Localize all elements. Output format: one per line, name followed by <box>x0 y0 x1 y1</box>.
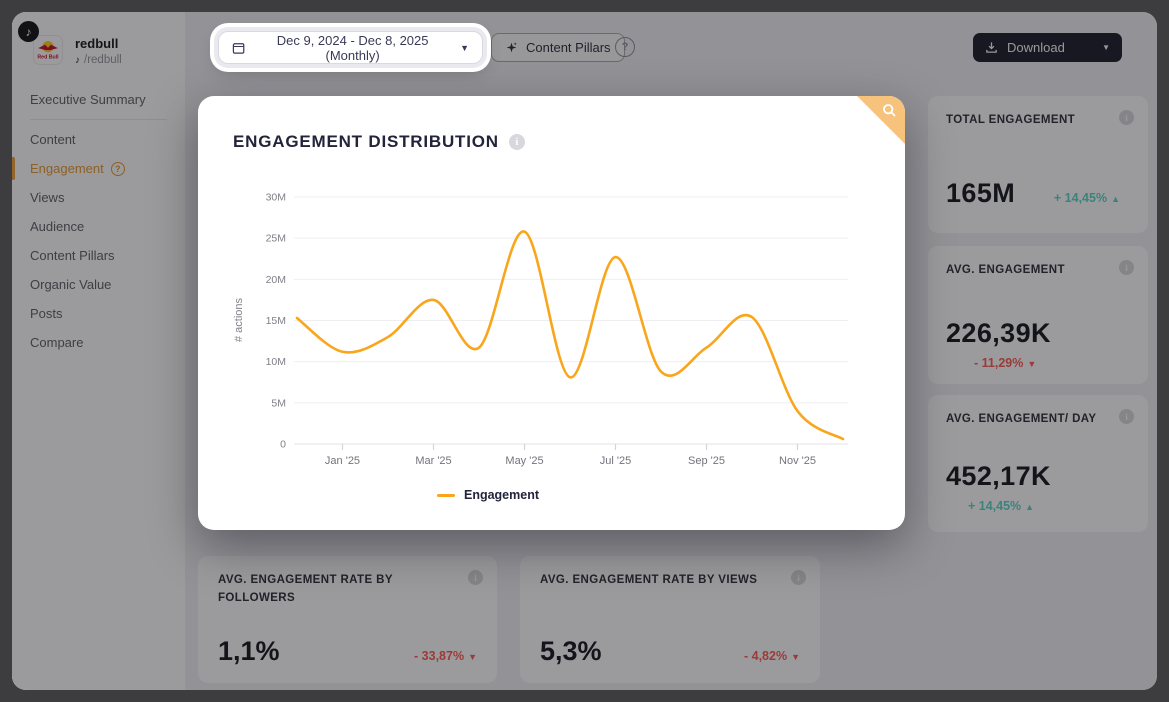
help-icon[interactable]: ? <box>615 37 635 57</box>
x-tick-label: May '25 <box>505 455 543 467</box>
content-pillars-label: Content Pillars <box>526 40 611 55</box>
legend-label: Engagement <box>463 488 539 502</box>
trend-up-icon: ▲ <box>1025 502 1035 512</box>
sidebar-item-audience[interactable]: Audience <box>30 219 85 234</box>
sparkle-icon <box>506 42 517 53</box>
y-tick-label: 20M <box>266 274 286 286</box>
kpi-card-engagement-rate-followers: AVG. ENGAGEMENT RATE BY FOLLOWERS i 1,1%… <box>198 556 497 683</box>
sidebar-item-compare[interactable]: Compare <box>30 335 84 350</box>
kpi-change: + 14,45% ▲ <box>968 499 1035 513</box>
trend-up-icon: ▲ <box>1111 194 1120 204</box>
info-icon[interactable]: i <box>468 570 483 585</box>
tiktok-note-icon: ♪ <box>75 54 80 66</box>
account-handle: /redbull <box>84 54 122 66</box>
kpi-value: 165M <box>946 178 1016 208</box>
chart-legend: Engagement <box>228 488 748 502</box>
redbull-logo: Red Bull <box>37 41 59 60</box>
info-icon[interactable]: i <box>1119 409 1134 424</box>
trend-down-icon: ▼ <box>1027 359 1037 369</box>
sidebar-item-content-pillars[interactable]: Content Pillars <box>30 248 115 263</box>
info-icon[interactable]: i <box>791 570 806 585</box>
account-name: redbull <box>75 36 119 51</box>
kpi-card-avg-engagement: AVG. ENGAGEMENT i 226,39K - 11,29% ▼ <box>928 246 1148 384</box>
download-icon <box>986 42 997 53</box>
calendar-icon <box>232 42 245 54</box>
kpi-value: 226,39K <box>946 318 1051 348</box>
date-range-picker[interactable]: Dec 9, 2024 - Dec 8, 2025 (Monthly) ▼ <box>218 31 483 64</box>
sidebar-item-content[interactable]: Content <box>30 132 76 147</box>
tiktok-badge-icon: ♪ <box>18 21 39 42</box>
main-content: Dec 9, 2024 - Dec 8, 2025 (Monthly) ▼ Co… <box>185 12 1157 690</box>
download-label: Download <box>1007 40 1065 55</box>
chart-info-icon[interactable]: i <box>508 134 525 150</box>
y-tick-label: 25M <box>266 233 286 245</box>
info-icon[interactable]: i <box>1119 110 1134 125</box>
zoom-corner-button[interactable] <box>857 96 905 144</box>
x-tick-label: Jul '25 <box>600 455 631 467</box>
download-chevron-icon[interactable]: ▼ <box>1102 43 1110 52</box>
kpi-card-engagement-rate-views: AVG. ENGAGEMENT RATE BY VIEWS i 5,3% - 4… <box>520 556 820 683</box>
trend-down-icon: ▼ <box>791 652 800 662</box>
sidebar-item-engagement[interactable]: Engagement ? <box>12 154 185 183</box>
sidebar-item-views[interactable]: Views <box>30 190 65 205</box>
x-tick-label: Nov '25 <box>779 455 816 467</box>
trend-down-icon: ▼ <box>468 652 477 662</box>
sidebar-item-organic-value[interactable]: Organic Value <box>30 277 112 292</box>
kpi-change: - 4,82% ▼ <box>743 649 800 663</box>
sidebar-nav: Executive Summary Content Engagement ? V… <box>12 85 185 357</box>
magnifier-icon <box>883 104 896 117</box>
kpi-value: 5,3% <box>540 636 602 666</box>
chevron-down-icon: ▼ <box>460 42 469 53</box>
kpi-card-avg-engagement-day: AVG. ENGAGEMENT/ DAY i 452,17K + 14,45% ▲ <box>928 395 1148 532</box>
x-tick-label: Jan '25 <box>325 455 360 467</box>
engagement-line-chart: 0 5M 10M 15M 20M 25M 30M # actions Jan '25 Mar '2… <box>233 192 848 467</box>
chart-title: ENGAGEMENT DISTRIBUTION <box>233 132 499 151</box>
account-profile: Red Bull ♪ redbull ♪ /redbull <box>12 12 185 66</box>
legend-swatch <box>436 493 455 497</box>
active-indicator <box>12 157 15 180</box>
kpi-card-total-engagement: TOTAL ENGAGEMENT i 165M + 14,45% ▲ <box>928 96 1148 233</box>
engagement-distribution-card: ENGAGEMENT DISTRIBUTION i 0 5M 10M 15M 20M 25… <box>198 96 905 530</box>
kpi-title: AVG. ENGAGEMENT RATE BY VIEWS <box>540 574 758 586</box>
kpi-change: - 11,29% ▼ <box>974 356 1037 370</box>
content-pillars-button[interactable]: Content Pillars <box>491 33 625 62</box>
x-tick-label: Mar '25 <box>415 455 451 467</box>
kpi-change: + 14,45% ▲ <box>1053 191 1120 205</box>
engagement-series-line <box>295 230 845 441</box>
kpi-value: 452,17K <box>946 461 1051 491</box>
kpi-title: AVG. ENGAGEMENT/ DAY <box>946 413 1097 425</box>
nav-divider <box>30 119 167 120</box>
kpi-title: AVG. ENGAGEMENT RATE BY FOLLOWERS <box>218 574 393 604</box>
app-window: Red Bull ♪ redbull ♪ /redbull Executive … <box>12 12 1157 690</box>
svg-text:Red Bull: Red Bull <box>37 54 59 60</box>
download-button[interactable]: Download ▼ <box>973 33 1122 62</box>
info-icon[interactable]: i <box>1119 260 1134 275</box>
sidebar-item-executive-summary[interactable]: Executive Summary <box>30 92 146 107</box>
x-tick-label: Sep '25 <box>688 455 725 467</box>
engagement-help-icon[interactable]: ? <box>110 161 125 176</box>
y-tick-label: 30M <box>266 192 286 204</box>
kpi-change: - 33,87% ▼ <box>414 649 477 663</box>
y-tick-label: 10M <box>266 356 286 368</box>
sidebar-item-posts[interactable]: Posts <box>30 306 63 321</box>
y-tick-label: 15M <box>266 315 286 327</box>
y-axis-title: # actions <box>233 297 245 342</box>
avatar: Red Bull <box>33 35 63 65</box>
kpi-value: 1,1% <box>218 636 280 666</box>
kpi-title: AVG. ENGAGEMENT <box>946 264 1065 276</box>
y-tick-label: 5M <box>271 397 286 409</box>
sidebar: Red Bull ♪ redbull ♪ /redbull Executive … <box>12 12 185 690</box>
y-tick-label: 0 <box>280 439 286 451</box>
kpi-title: TOTAL ENGAGEMENT <box>946 114 1076 126</box>
date-range-label: Dec 9, 2024 - Dec 8, 2025 (Monthly) <box>276 32 429 63</box>
